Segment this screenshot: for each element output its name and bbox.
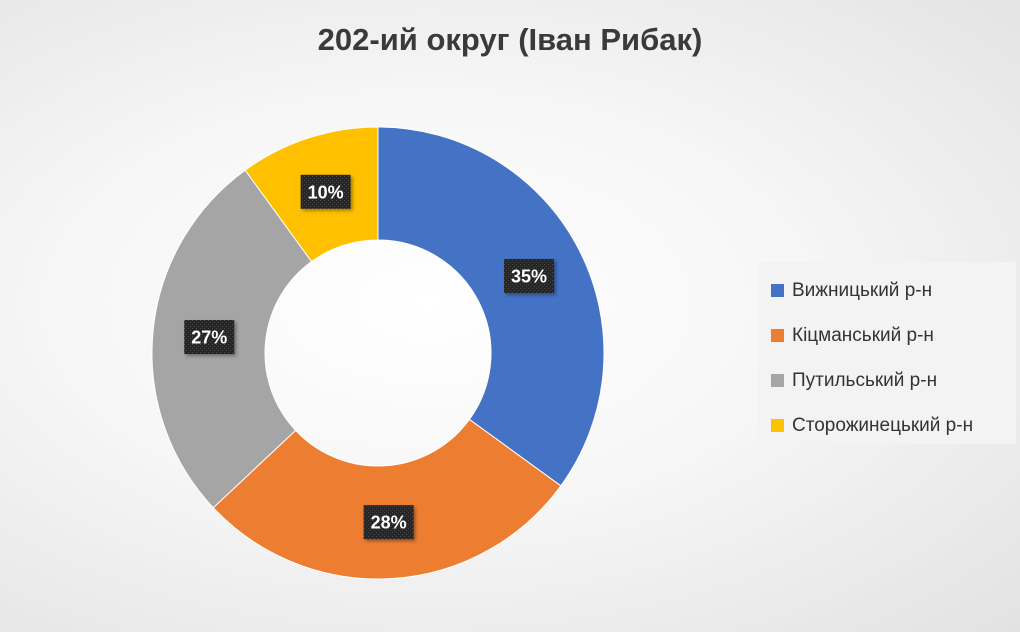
legend-label: Сторожинецький р-н xyxy=(792,414,974,436)
legend-label: Кіцманський р-н xyxy=(792,324,934,346)
legend-swatch xyxy=(771,284,784,297)
legend-item-vyzhnytskyi: Вижницький р-н xyxy=(758,268,1016,313)
data-label-box xyxy=(300,174,351,209)
donut-slice-2 xyxy=(212,418,562,580)
data-label-box xyxy=(184,320,235,355)
data-label-text: 28% xyxy=(371,513,407,533)
data-label-text: 10% xyxy=(308,182,344,202)
data-label-text: 27% xyxy=(191,328,227,348)
data-label-4: 10% xyxy=(300,174,351,209)
data-label-1: 35% xyxy=(504,259,555,294)
legend: Вижницький р-н Кіцманський р-н Путильськ… xyxy=(758,262,1016,444)
legend-item-kitsmanskyi: Кіцманський р-н xyxy=(758,313,1016,358)
legend-item-putylskyi: Путильський р-н xyxy=(758,358,1016,403)
data-label-box xyxy=(504,259,555,294)
data-label-2: 28% xyxy=(363,505,414,540)
legend-label: Вижницький р-н xyxy=(792,279,933,301)
legend-swatch xyxy=(771,419,784,432)
chart-title: 202-ий округ (Іван Рибак) xyxy=(317,22,703,57)
data-label-box xyxy=(363,505,414,540)
donut-slice-1 xyxy=(377,126,605,487)
data-label-text: 35% xyxy=(511,267,547,287)
legend-item-storozhynetskyi: Сторожинецький р-н xyxy=(758,403,1016,448)
data-label-3: 27% xyxy=(184,320,235,355)
legend-swatch xyxy=(771,374,784,387)
legend-swatch xyxy=(771,329,784,342)
legend-label: Путильський р-н xyxy=(792,369,938,391)
